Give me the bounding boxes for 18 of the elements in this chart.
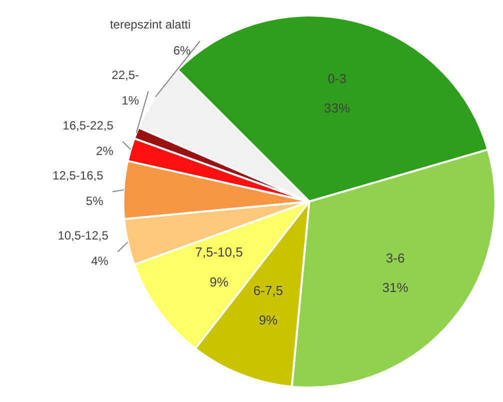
data-label: 2% [96, 144, 114, 158]
data-label: 9% [210, 274, 229, 290]
slice-label: 0-3 [328, 70, 346, 86]
slice-label: 3-6 [386, 250, 405, 266]
data-label: 4% [91, 254, 109, 268]
slice-label: 22,5- [112, 68, 140, 82]
data-label: 5% [86, 194, 104, 208]
slice-label: 16,5-22,5 [62, 118, 114, 132]
data-label: 1% [122, 94, 140, 108]
data-label: 31% [382, 280, 409, 296]
slice-label: 12,5-16,5 [52, 168, 104, 183]
slice-label: 6-7,5 [253, 282, 284, 298]
data-label: 9% [258, 312, 278, 328]
data-label: 33% [324, 100, 350, 116]
slice-label: 10,5-12,5 [58, 228, 109, 243]
slice-label: terepszint alatti [110, 17, 191, 32]
data-label: 6% [173, 43, 192, 58]
slice-label: 7,5-10,5 [195, 244, 243, 260]
